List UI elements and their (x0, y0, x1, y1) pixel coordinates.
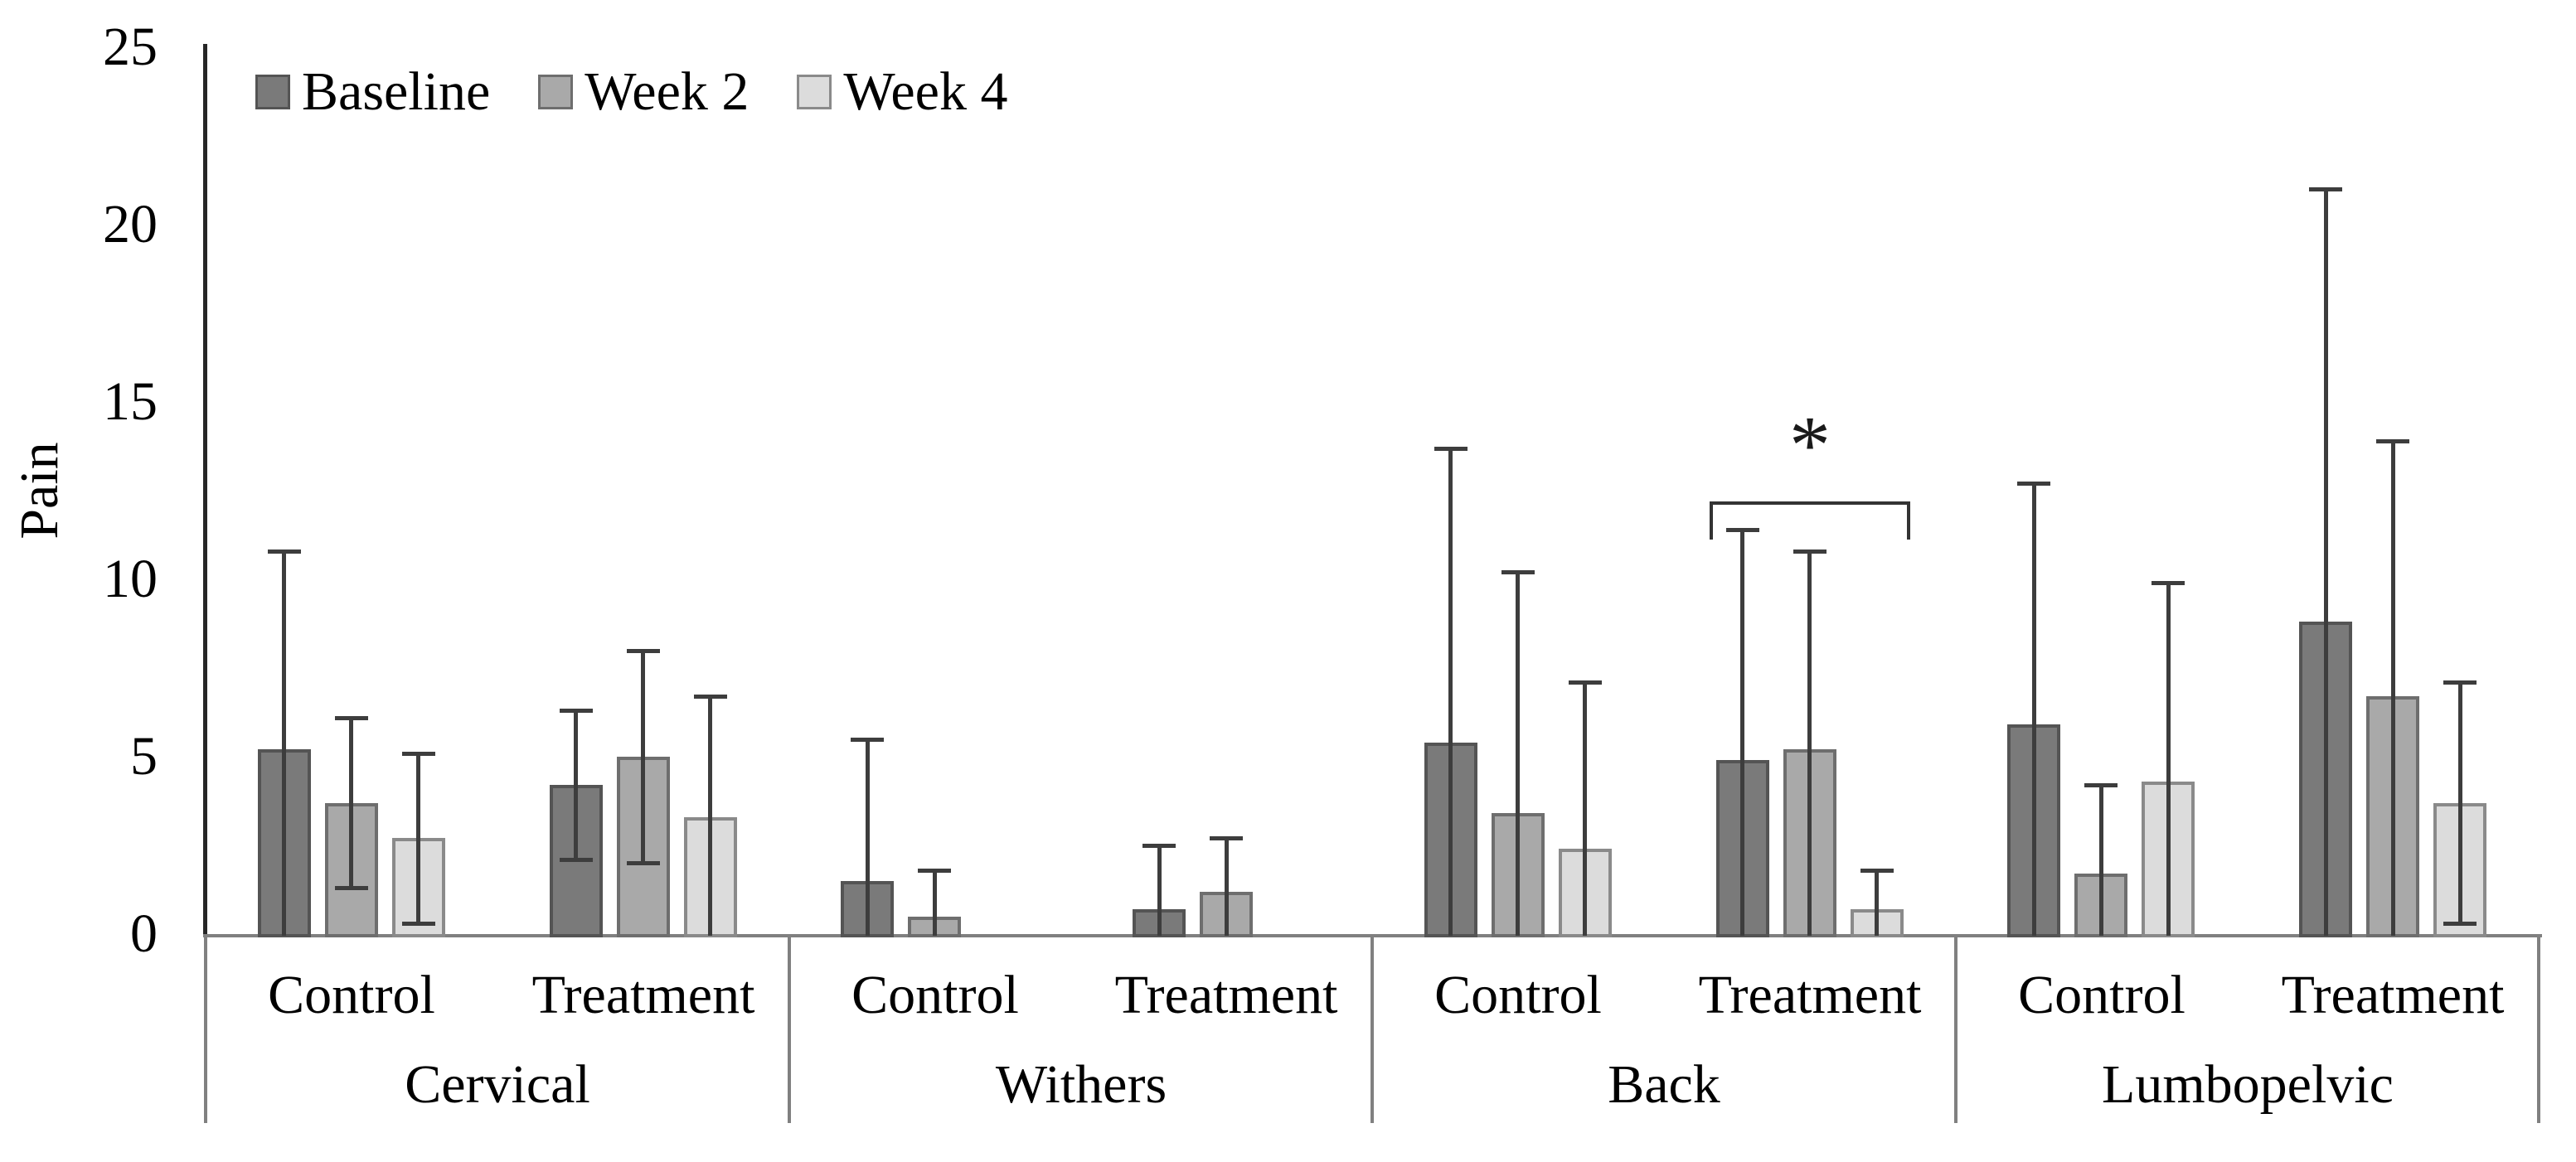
error-bar-cap-top (1860, 869, 1894, 873)
category-divider (2537, 937, 2540, 1123)
baseline-swatch-icon (255, 75, 290, 109)
error-bar-line (282, 551, 286, 936)
error-bar-cap-top (1210, 836, 1243, 840)
subgroup-label: Control (268, 965, 435, 1025)
significance-bracket (1710, 501, 1910, 540)
category-divider (788, 937, 791, 1123)
error-bar-line (933, 870, 937, 936)
error-bar-line (2324, 189, 2328, 936)
error-bar-line (2166, 583, 2171, 936)
error-bar-line (1875, 870, 1879, 936)
y-tick-label: 25 (103, 17, 158, 77)
error-bar-line (641, 651, 645, 864)
region-label: Withers (995, 1054, 1167, 1115)
subgroup-label: Control (851, 965, 1019, 1025)
category-divider (1954, 937, 1957, 1123)
error-bar-cap-bottom (560, 858, 593, 862)
error-bar-line (416, 753, 420, 923)
error-bar-cap-top (335, 716, 368, 720)
error-bar-cap-top (1569, 680, 1602, 685)
error-bar-line (1807, 551, 1812, 936)
error-bar-cap-top (2152, 581, 2185, 585)
error-bar-cap-top (1793, 550, 1826, 554)
y-tick-label: 0 (130, 903, 158, 964)
subgroup-label: Treatment (1114, 965, 1338, 1025)
subgroup-label: Treatment (2281, 965, 2505, 1025)
error-bar-cap-top (918, 869, 951, 873)
error-bar-line (2391, 441, 2395, 936)
error-bar-cap-bottom (2443, 922, 2477, 926)
error-bar-line (574, 710, 578, 859)
y-tick-label: 15 (103, 371, 158, 432)
region-label: Lumbopelvic (2102, 1054, 2394, 1115)
error-bar-line (2099, 785, 2103, 936)
error-bar-cap-top (2376, 439, 2409, 443)
y-tick-label: 5 (130, 726, 158, 787)
error-bar-line (708, 696, 712, 936)
error-bar-line (866, 739, 870, 936)
error-bar-cap-top (1501, 570, 1535, 574)
error-bar-cap-top (2443, 680, 2477, 685)
y-tick-label: 20 (103, 194, 158, 254)
legend-label: Week 4 (843, 61, 1008, 122)
error-bar-cap-top (268, 550, 301, 554)
error-bar-line (1583, 682, 1587, 936)
legend: Baseline Week 2 Week 4 (255, 65, 1007, 119)
subgroup-label: Control (2018, 965, 2185, 1025)
error-bar-cap-bottom (335, 886, 368, 890)
legend-item-week2: Week 2 (538, 65, 749, 119)
x-axis-line (203, 934, 2542, 937)
error-bar-line (1225, 838, 1229, 936)
y-tick-label: 10 (103, 549, 158, 609)
error-bar-cap-top (1726, 528, 1759, 532)
error-bar-line (1157, 845, 1162, 936)
error-bar-line (1516, 572, 1520, 936)
error-bar-cap-top (1434, 447, 1467, 451)
error-bar-cap-top (627, 649, 660, 653)
error-bar-cap-top (2084, 783, 2118, 787)
region-label: Cervical (405, 1054, 590, 1115)
region-label: Back (1608, 1054, 1720, 1115)
error-bar-cap-top (694, 695, 727, 699)
error-bar-cap-top (1142, 844, 1176, 848)
subgroup-label: Treatment (531, 965, 755, 1025)
category-divider (1370, 937, 1374, 1123)
error-bar-cap-top (560, 709, 593, 713)
significance-asterisk: * (1789, 399, 1831, 491)
error-bar-line (2032, 483, 2036, 936)
error-bar-cap-top (402, 752, 435, 756)
week2-swatch-icon (538, 75, 574, 109)
legend-label: Baseline (302, 61, 491, 122)
subgroup-label: Control (1434, 965, 1602, 1025)
week4-swatch-icon (797, 75, 832, 109)
error-bar-cap-top (851, 738, 884, 742)
error-bar-cap-top (2017, 482, 2050, 486)
category-divider (204, 937, 207, 1123)
error-bar-cap-bottom (402, 922, 435, 926)
error-bar-line (2458, 682, 2462, 923)
error-bar-cap-bottom (627, 861, 660, 865)
error-bar-line (1740, 530, 1744, 936)
subgroup-label: Treatment (1698, 965, 1922, 1025)
error-bar-line (1448, 448, 1453, 936)
y-axis-line (203, 44, 207, 937)
legend-label: Week 2 (585, 61, 750, 122)
error-bar-cap-top (2309, 187, 2342, 191)
legend-item-baseline: Baseline (255, 65, 490, 119)
legend-item-week4: Week 4 (797, 65, 1007, 119)
error-bar-line (349, 718, 353, 888)
